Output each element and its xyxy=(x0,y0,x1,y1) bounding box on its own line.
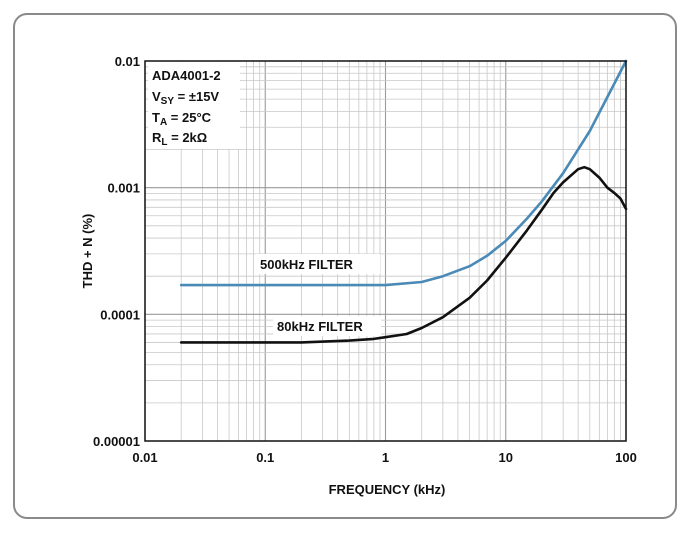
x-tick-label: 10 xyxy=(499,450,513,465)
tick-labels: 0.01 0.1 1 10 100 0.00001 0.0001 0.001 0.01 xyxy=(93,54,637,465)
plot-border xyxy=(144,60,627,442)
series-line-80khz-filter xyxy=(179,165,628,344)
supply-voltage-label: VSY = ±15V xyxy=(152,89,219,107)
data-curves xyxy=(179,59,628,344)
part-number-label: ADA4001-2 xyxy=(152,68,221,83)
series-label-bg-80k xyxy=(273,316,381,336)
load-resistance-label: RL = 2kΩ xyxy=(152,130,207,148)
temperature-label: TA = 25°C xyxy=(152,110,212,128)
conditions-box xyxy=(148,62,240,149)
series-label-80khz: 80kHz FILTER xyxy=(277,319,363,334)
x-tick-label: 0.01 xyxy=(132,450,157,465)
x-tick-label: 100 xyxy=(615,450,637,465)
y-tick-label: 0.001 xyxy=(107,181,140,196)
y-tick-label: 0.00001 xyxy=(93,434,140,449)
series-label-500khz: 500kHz FILTER xyxy=(260,257,354,272)
series-label-bg-500k xyxy=(256,254,380,274)
series-line-500khz-filter xyxy=(179,59,628,287)
y-tick-label: 0.01 xyxy=(115,54,140,69)
y-axis-title: THD + N (%) xyxy=(80,214,95,289)
x-tick-label: 1 xyxy=(382,450,389,465)
x-tick-label: 0.1 xyxy=(256,450,274,465)
x-axis-title: FREQUENCY (kHz) xyxy=(329,482,446,497)
y-tick-label: 0.0001 xyxy=(100,307,140,322)
